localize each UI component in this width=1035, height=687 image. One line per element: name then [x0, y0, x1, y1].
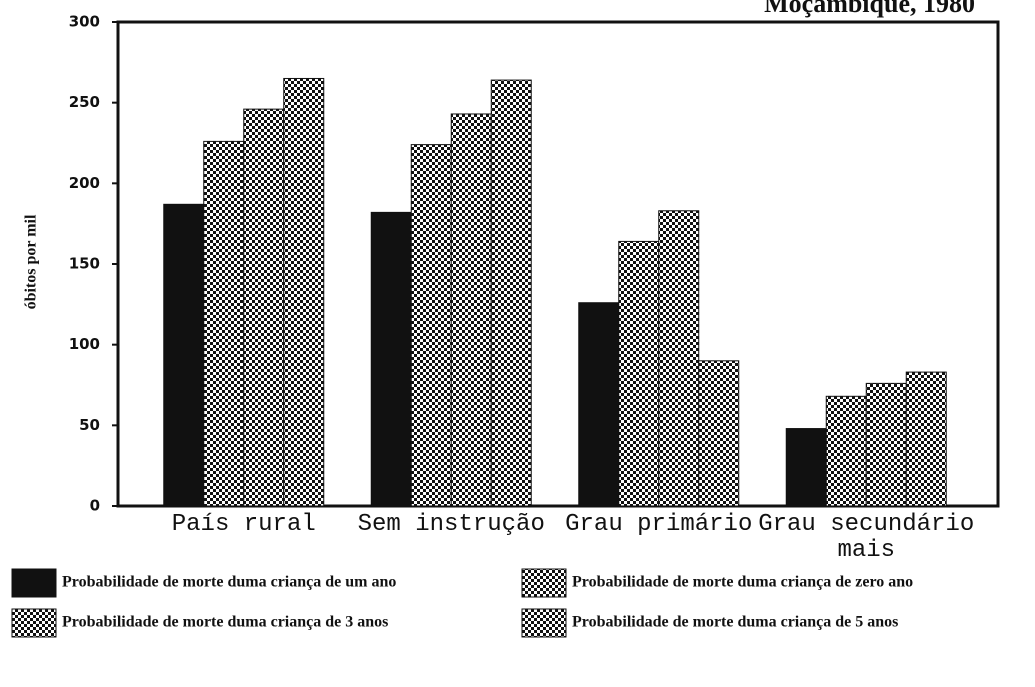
legend-swatch — [11, 608, 57, 638]
y-axis-label: óbitos por mil — [23, 214, 40, 309]
bar — [698, 360, 740, 507]
legend-label: Probabilidade de morte duma criança de 3… — [62, 614, 388, 631]
bar — [905, 371, 947, 507]
x-tick-label: Grau secundário mais — [758, 511, 975, 564]
y-tick-label: 300 — [69, 13, 100, 31]
bar — [825, 395, 867, 507]
bar — [370, 211, 412, 507]
legend-swatch — [11, 568, 57, 598]
bar — [450, 113, 492, 507]
chart-title: Moçambique, 1980 — [764, 0, 975, 18]
x-tick-label: Grau primário — [565, 511, 753, 538]
y-tick-label: 200 — [69, 174, 100, 192]
y-tick-label: 150 — [69, 255, 100, 273]
bar — [163, 203, 205, 507]
bar — [203, 140, 245, 507]
legend-label: Probabilidade de morte duma criança de u… — [62, 574, 396, 591]
bar — [785, 428, 827, 507]
bar — [618, 240, 660, 507]
bar — [410, 144, 452, 507]
x-tick-label: País rural — [171, 511, 316, 538]
bar — [658, 210, 700, 507]
y-tick-label: 100 — [69, 335, 100, 353]
legend-label: Probabilidade de morte duma criança de 5… — [572, 614, 898, 631]
bar — [283, 77, 325, 507]
y-tick-label: 50 — [79, 416, 100, 434]
y-tick-label: 250 — [69, 93, 100, 111]
bar — [490, 79, 532, 507]
y-tick-label: 0 — [90, 497, 100, 515]
legend-label: Probabilidade de morte duma criança de z… — [572, 574, 913, 591]
x-tick-label: Sem instrução — [357, 511, 545, 538]
legend-swatch — [521, 608, 567, 638]
legend-swatch — [521, 568, 567, 598]
bar — [578, 302, 620, 507]
bar — [865, 382, 907, 507]
bar — [243, 108, 285, 507]
